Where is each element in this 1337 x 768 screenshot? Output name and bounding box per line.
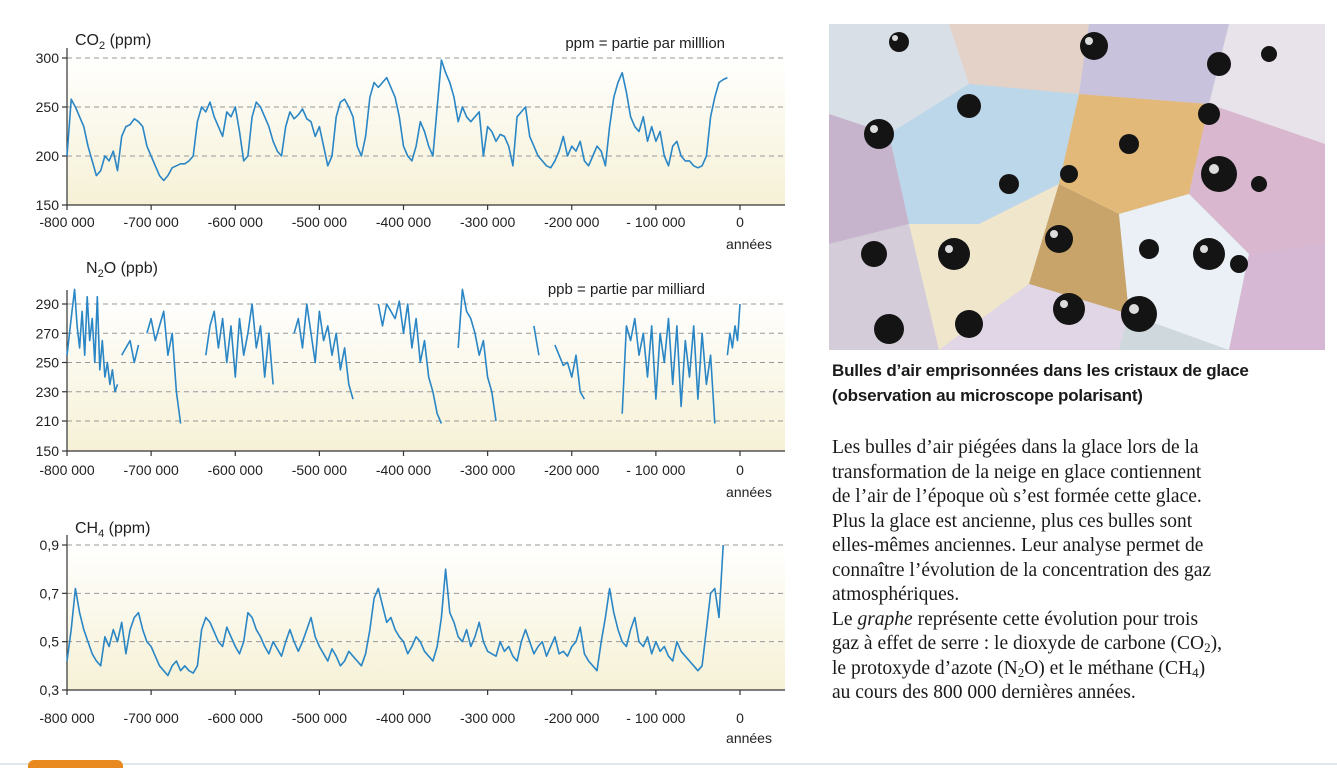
- text-line-9: le protoxyde d’azote (N2O) et le méthane…: [832, 657, 1206, 680]
- data-segment-line: [146, 310, 182, 424]
- x-tick-label: -200 000: [544, 214, 599, 230]
- plot-background: [67, 295, 785, 451]
- y-tick-label: 0,3: [40, 682, 60, 698]
- text-line-10: au cours des 800 000 dernières années.: [832, 682, 1136, 703]
- plot-background: [67, 52, 785, 205]
- ice-crystals-photo: [829, 24, 1325, 350]
- y-axis-label: N2O (ppb): [86, 260, 158, 280]
- x-tick-label: -500 000: [292, 214, 347, 230]
- co2-chart: 150 200 250 300 -800 000 -700 000 -600 000 -500…: [36, 32, 785, 252]
- ice-crystals-image: [829, 24, 1325, 350]
- text-line-4: elles-mêmes anciennes. Leur analyse perm…: [832, 535, 1204, 556]
- y-axis-label: CO2 (ppm): [75, 32, 151, 52]
- x-tick-label: -300 000: [460, 710, 515, 726]
- text-line-0: Les bulles d’air piégées dans la glace l…: [832, 437, 1199, 458]
- y-tick-label: 230: [36, 384, 60, 400]
- photo-caption: Bulles d’air emprisonnées dans les crist…: [832, 358, 1327, 408]
- y-tick-label: 250: [36, 355, 60, 371]
- data-segment-line: [726, 303, 741, 356]
- x-tick-label: -700 000: [123, 710, 178, 726]
- data-segment-line: [293, 303, 354, 400]
- x-axis-label: années: [726, 236, 772, 252]
- ch4-chart: 0,3 0,5 0,7 0,9 -800 000 -700 000 -600 000 -500…: [39, 520, 785, 746]
- text-line-2: de l’air de l’époque où s’est formée cet…: [832, 486, 1202, 507]
- data-series-line: [66, 544, 724, 677]
- x-tick-label: -200 000: [544, 462, 599, 478]
- y-tick-label: 290: [36, 296, 60, 312]
- x-tick-label: -400 000: [376, 214, 431, 230]
- bottom-orange-tab: [28, 760, 123, 768]
- y-tick-label: 210: [36, 413, 60, 429]
- y-tick-label: 150: [36, 443, 60, 459]
- charts-figure: 150 200 250 300 -800 000 -700 000 -600 000 -500…: [36, 32, 785, 746]
- text-line-8: gaz à effet de serre : le dioxyde de car…: [832, 633, 1223, 655]
- data-segment-line: [66, 288, 119, 393]
- text-line-1: transformation de la neige en glace cont…: [832, 461, 1202, 483]
- y-tick-label: 300: [36, 50, 60, 66]
- text-line-7: Le graphe représente cette évolution pou…: [832, 608, 1199, 630]
- unit-note: ppm = partie par milllion: [565, 35, 725, 52]
- bottom-divider: [0, 763, 1337, 765]
- x-tick-label: -800 000: [39, 710, 94, 726]
- x-tick-label: 0: [736, 710, 744, 726]
- caption-line-2: (observation au microscope polarisant): [832, 386, 1143, 405]
- x-tick-label: -600 000: [208, 214, 263, 230]
- caption-line-1: Bulles d’air emprisonnées dans les crist…: [832, 361, 1249, 380]
- x-tick-label: -400 000: [376, 462, 431, 478]
- x-tick-label: -300 000: [460, 462, 515, 478]
- x-tick-label: -600 000: [208, 710, 263, 726]
- x-axis-label: années: [726, 730, 772, 746]
- y-tick-label: 0,5: [40, 634, 60, 650]
- x-tick-label: -700 000: [123, 462, 178, 478]
- y-tick-label: 270: [36, 325, 60, 341]
- text-line-6: atmosphériques.: [832, 584, 960, 605]
- n2o-chart: 150 210 230 250 270 290 -800 000 -700 000 -600 0…: [36, 260, 785, 500]
- y-tick-label: 150: [36, 197, 60, 213]
- explanation-text: Les bulles d’air piégées dans la glace l…: [832, 436, 1327, 706]
- data-segment-line: [621, 317, 716, 424]
- data-segment-line: [554, 344, 586, 400]
- text-line-5: connaître l’évolution de la concentratio…: [832, 559, 1212, 581]
- data-segment-line: [121, 339, 140, 364]
- x-tick-label: -500 000: [292, 710, 347, 726]
- y-tick-label: 200: [36, 148, 60, 164]
- y-tick-label: 250: [36, 99, 60, 115]
- data-segment-line: [533, 325, 540, 356]
- y-tick-label: 0,9: [40, 537, 60, 553]
- x-tick-label: 0: [736, 214, 744, 230]
- data-segment-line: [457, 288, 497, 422]
- y-tick-label: 0,7: [40, 585, 60, 601]
- x-tick-label: -500 000: [292, 462, 347, 478]
- x-tick-label: -400 000: [376, 710, 431, 726]
- x-tick-label: -200 000: [544, 710, 599, 726]
- x-axis-label: années: [726, 484, 772, 500]
- x-tick-label: -600 000: [208, 462, 263, 478]
- x-tick-label: - 100 000: [626, 710, 685, 726]
- unit-note: ppb = partie par milliard: [548, 281, 705, 298]
- y-axis-label: CH4 (ppm): [75, 520, 150, 540]
- x-tick-label: 0: [736, 462, 744, 478]
- x-tick-label: -700 000: [123, 214, 178, 230]
- x-tick-label: - 100 000: [626, 214, 685, 230]
- x-tick-label: -800 000: [39, 462, 94, 478]
- plot-background: [67, 539, 785, 690]
- data-segment-line: [377, 300, 443, 424]
- x-tick-label: -300 000: [460, 214, 515, 230]
- x-tick-label: -800 000: [39, 214, 94, 230]
- data-series-line: [66, 59, 728, 182]
- x-tick-label: - 100 000: [626, 462, 685, 478]
- data-segment-line: [205, 303, 274, 385]
- text-line-3: Plus la glace est ancienne, plus ces bul…: [832, 510, 1193, 532]
